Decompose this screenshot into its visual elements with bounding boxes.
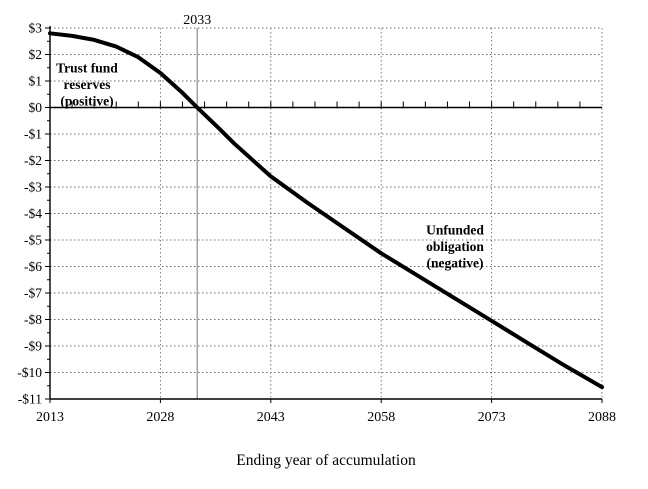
y-tick-label: -$4 [24, 206, 42, 221]
y-tick-label: $0 [29, 100, 43, 115]
trust-fund-label: reserves [64, 77, 111, 92]
x-tick-label: 2043 [257, 410, 285, 425]
unfunded-label: (negative) [427, 256, 484, 271]
trust-fund-label: (positive) [60, 94, 113, 109]
depletion-year-label: 2033 [183, 13, 211, 28]
unfunded-label: Unfunded [426, 223, 484, 238]
x-tick-label: 2058 [367, 410, 395, 425]
y-tick-label: $3 [29, 21, 43, 36]
y-tick-label: $2 [29, 47, 43, 62]
y-tick-label: -$3 [24, 180, 42, 195]
y-tick-label: -$7 [24, 286, 42, 301]
trust-fund-label: Trust fund [56, 61, 118, 76]
x-tick-label: 2013 [36, 410, 64, 425]
y-tick-label: -$11 [18, 392, 42, 407]
x-tick-label: 2073 [478, 410, 506, 425]
x-tick-label: 2028 [146, 410, 174, 425]
y-tick-label: -$1 [24, 127, 42, 142]
reserves-obligation-curve [48, 31, 604, 390]
unfunded-label: obligation [426, 239, 484, 254]
x-tick-label: 2088 [588, 410, 616, 425]
x-axis-title: Ending year of accumulation [236, 452, 416, 469]
y-tick-label: -$5 [24, 233, 42, 248]
y-tick-label: -$6 [24, 259, 42, 274]
y-tick-label: -$2 [24, 153, 42, 168]
y-tick-label: $1 [29, 74, 43, 89]
y-tick-label: -$10 [17, 365, 42, 380]
y-tick-label: -$9 [24, 339, 42, 354]
y-tick-label: -$8 [24, 312, 42, 327]
